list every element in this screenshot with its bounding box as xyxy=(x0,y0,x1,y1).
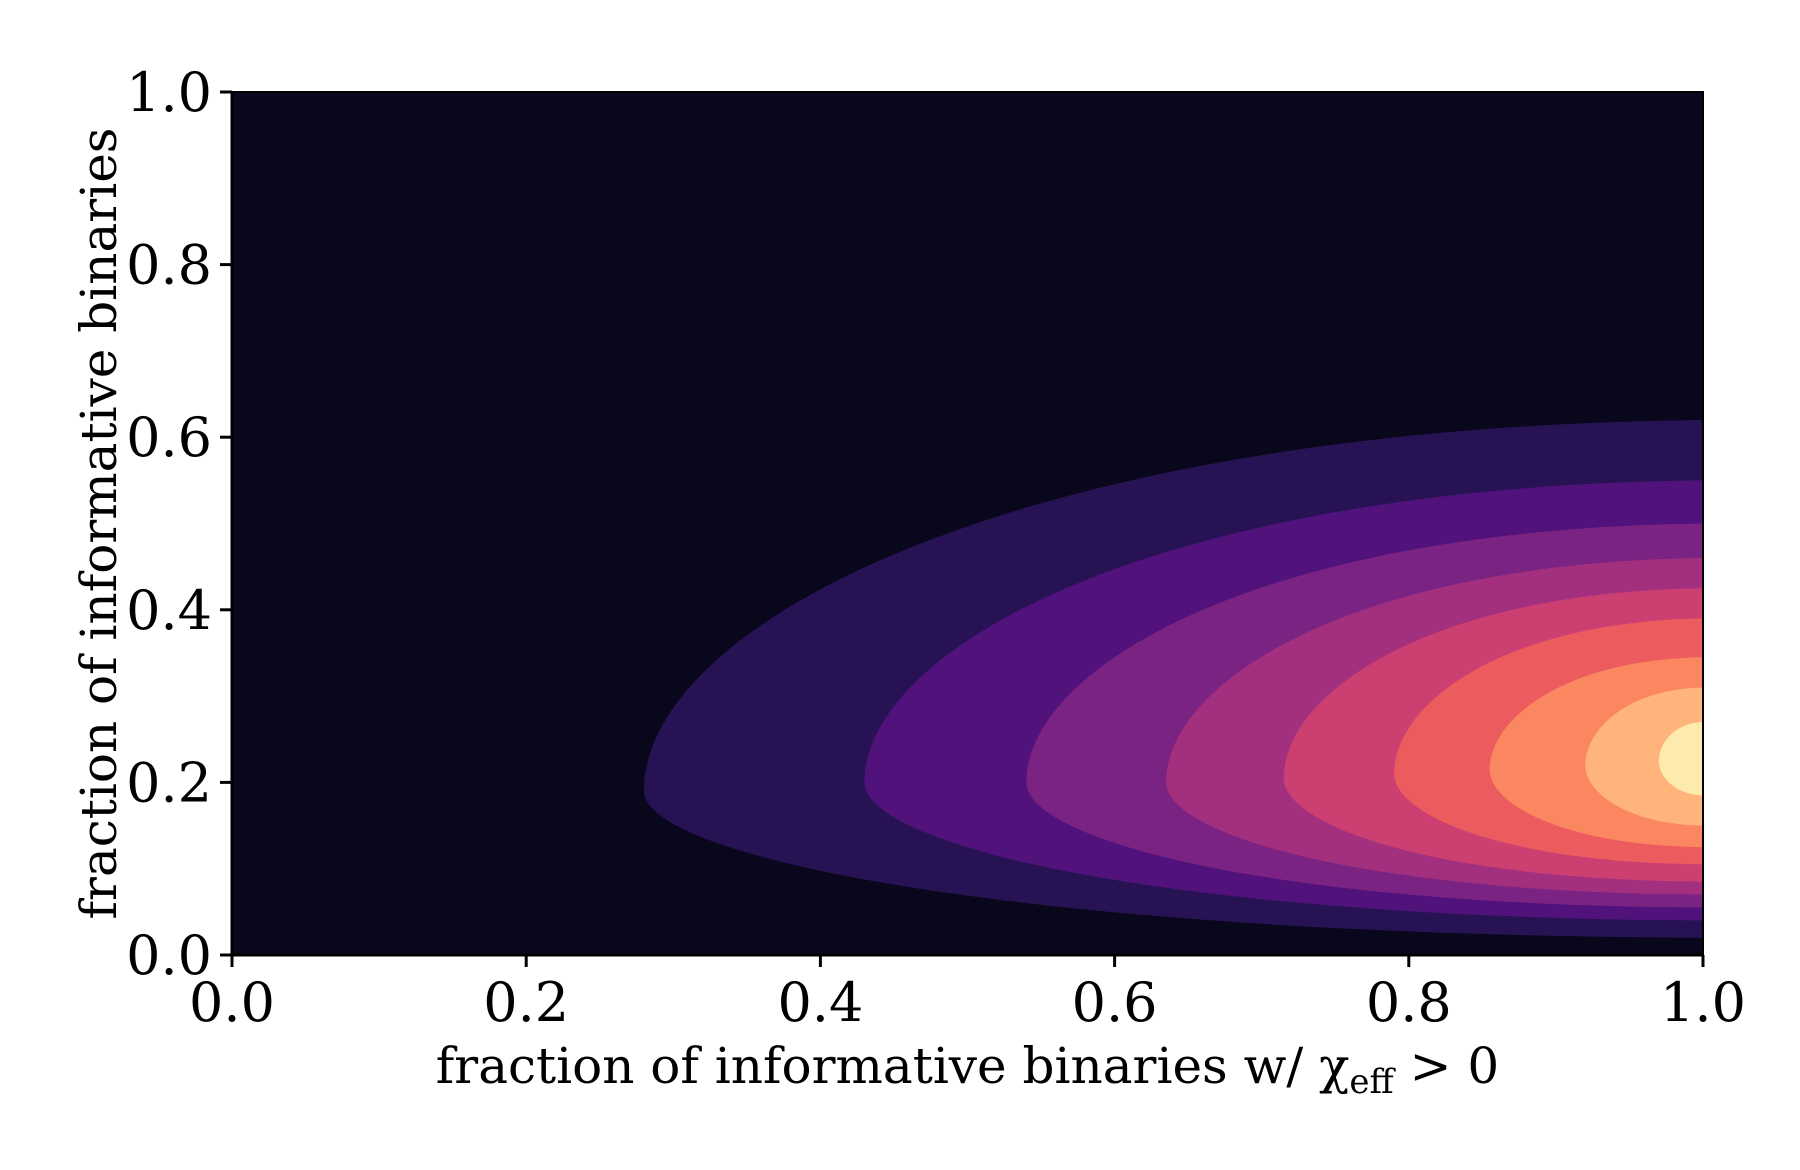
plot-area xyxy=(231,91,1704,956)
x-tick-label: 0.0 xyxy=(189,971,275,1034)
x-tick-label: 0.2 xyxy=(483,971,569,1034)
y-tick-label: 0.0 xyxy=(126,924,212,987)
x-tick-label: 0.4 xyxy=(777,971,863,1034)
x-axis-label: fraction of informative binaries w/ χeff… xyxy=(436,1037,1499,1102)
x-axis-label-main: fraction of informative binaries w/ χ xyxy=(436,1037,1350,1095)
y-tick-label: 0.6 xyxy=(126,406,212,469)
y-axis-label: fraction of informative binaries xyxy=(70,128,128,920)
x-axis-label-tail: > 0 xyxy=(1394,1037,1500,1095)
x-axis-ticks: 0.0 0.2 0.4 0.6 0.8 1.0 xyxy=(189,955,1746,1034)
y-axis: 0.0 0.2 0.4 0.6 0.8 1.0 xyxy=(126,61,234,987)
y-tick-label: 1.0 xyxy=(126,61,212,124)
x-tick-label: 1.0 xyxy=(1660,971,1746,1034)
contour-level-8 xyxy=(1585,687,1703,826)
y-axis-ticks: 0.0 0.2 0.4 0.6 0.8 1.0 xyxy=(126,61,232,987)
contour-level-9 xyxy=(1658,721,1703,796)
y-tick-label: 0.4 xyxy=(126,579,212,642)
x-tick-label: 0.8 xyxy=(1366,971,1452,1034)
y-tick-label: 0.8 xyxy=(126,234,212,297)
x-tick-label: 0.6 xyxy=(1072,971,1158,1034)
y-tick-label: 0.2 xyxy=(126,751,212,814)
x-axis: 0.0 0.2 0.4 0.6 0.8 1.0 xyxy=(189,953,1746,1034)
contour-fills xyxy=(643,419,1703,938)
x-axis-label-subscript: eff xyxy=(1349,1062,1396,1102)
